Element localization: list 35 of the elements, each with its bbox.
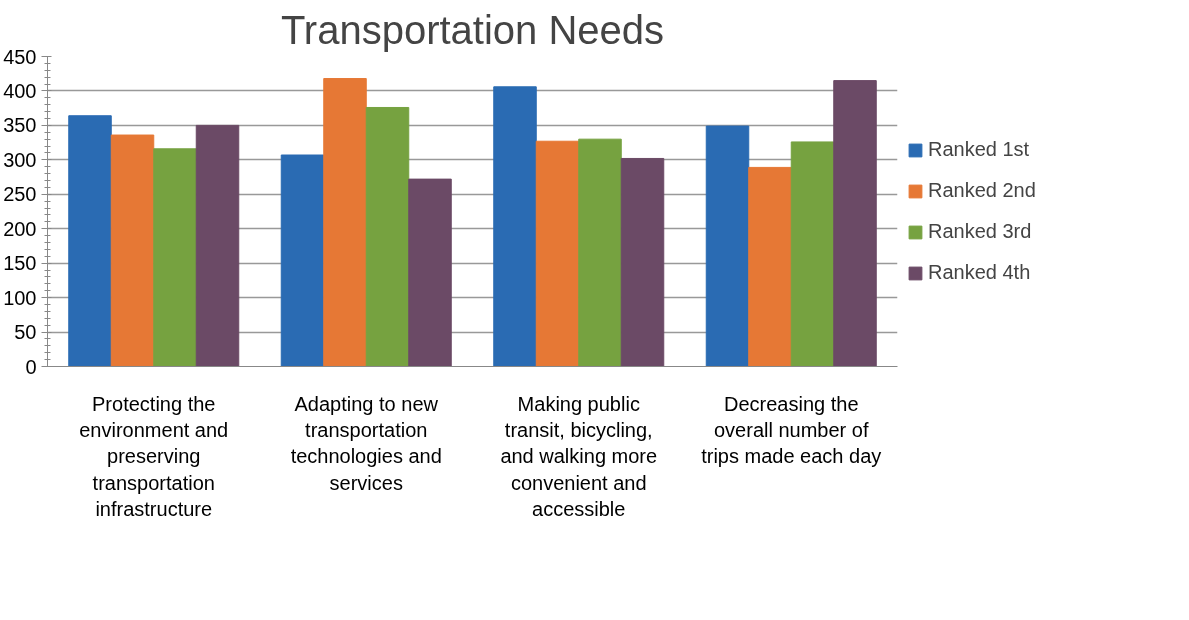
x-tick-label: Making public transit, bicycling, and walking more convenient and accessible	[500, 392, 658, 521]
legend-label: Ranked 2nd	[928, 179, 1036, 202]
y-tick-label: 400	[3, 79, 37, 102]
y-tick-label: 150	[3, 252, 37, 275]
bar	[620, 157, 665, 367]
x-tick-label: Protecting the environment and preserving transportation infrastructure	[79, 392, 229, 521]
x-tick-label: Decreasing the overall number of trips made each day	[701, 392, 882, 468]
bar	[323, 78, 367, 367]
y-tick-label: 0	[25, 355, 37, 378]
bar	[790, 141, 835, 367]
bar	[535, 140, 580, 367]
y-tick-label: 350	[3, 114, 37, 137]
bar	[68, 115, 112, 367]
bar	[153, 148, 197, 367]
bar	[705, 125, 750, 367]
y-tick-label: 250	[3, 183, 37, 206]
y-tick-label: 300	[3, 148, 37, 171]
legend-label: Ranked 3rd	[928, 220, 1032, 243]
legend-label: Ranked 4th	[928, 261, 1031, 284]
bar	[833, 80, 877, 367]
y-tick-label: 100	[3, 286, 37, 309]
x-tick-label: Adapting to new transportation technologies and services	[290, 392, 442, 494]
chart-title: Transportation Needs	[280, 7, 665, 52]
y-tick-label: 450	[3, 45, 37, 68]
bar	[365, 106, 410, 367]
bar	[748, 166, 792, 367]
y-tick-label: 200	[3, 217, 37, 240]
bar	[493, 86, 537, 367]
legend-label: Ranked 1st	[928, 138, 1030, 161]
bar	[195, 124, 240, 367]
y-tick-label: 50	[14, 321, 37, 344]
bar	[578, 138, 622, 367]
bar	[280, 154, 325, 367]
bar	[408, 178, 452, 367]
bar	[110, 134, 155, 367]
